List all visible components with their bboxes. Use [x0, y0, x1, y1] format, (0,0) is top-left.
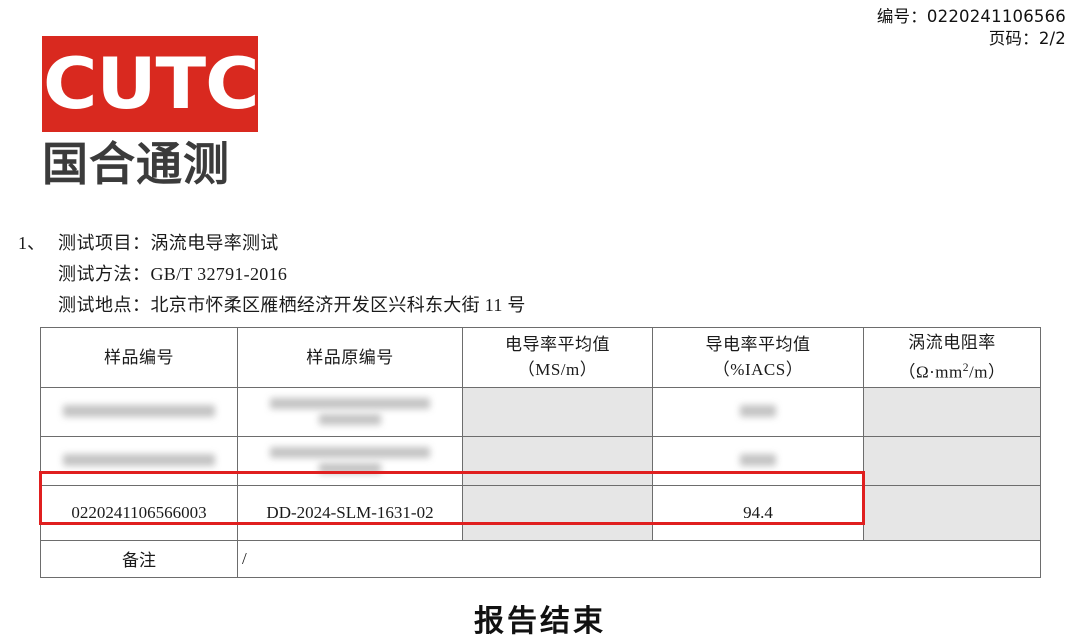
- test-results-table: 样品编号 样品原编号 电导率平均值 （MS/m） 导电率平均值 （%IACS） …: [40, 327, 1041, 578]
- redacted-content: [242, 398, 458, 426]
- test-project-line: 1、 测试项目： 涡流电导率测试: [18, 228, 526, 259]
- redacted-content: [63, 453, 215, 466]
- header-resistivity-unit-suffix: /m）: [969, 362, 1006, 382]
- header-resistivity-unit-exponent: 2: [962, 361, 970, 374]
- redacted-line: [270, 398, 430, 410]
- company-logo: CUTC 国合通测: [42, 36, 260, 191]
- logo-acronym: CUTC: [43, 43, 260, 125]
- header-original-id-title: 样品原编号: [306, 347, 394, 367]
- table-row-highlighted: 0220241106566003 DD-2024-SLM-1631-02 94.…: [40, 484, 1041, 541]
- cell-conductivity-ms: [462, 386, 653, 437]
- note-value: /: [237, 539, 1041, 578]
- table-row: [40, 386, 1041, 437]
- test-location-value: 北京市怀柔区雁栖经济开发区兴科东大街 11 号: [150, 295, 526, 315]
- redacted-content: [740, 453, 776, 466]
- cell-original-id: DD-2024-SLM-1631-02: [237, 484, 463, 541]
- list-marker: 1、: [18, 233, 45, 253]
- cell-sample-id: [40, 435, 238, 486]
- header-conductivity-ms: 电导率平均值 （MS/m）: [462, 327, 653, 388]
- test-project-label: 测试项目：: [58, 233, 151, 253]
- test-method-value: GB/T 32791-2016: [150, 264, 288, 284]
- test-method-label: 测试方法：: [58, 264, 151, 284]
- table-row-note: 备注 /: [40, 539, 1041, 578]
- table-header-row: 样品编号 样品原编号 电导率平均值 （MS/m） 导电率平均值 （%IACS） …: [40, 327, 1041, 388]
- line-indent-spacer-2: [18, 290, 58, 321]
- header-original-id: 样品原编号: [237, 327, 463, 388]
- test-method-line: 测试方法： GB/T 32791-2016: [18, 259, 526, 290]
- header-conductivity-ms-title: 电导率平均值: [505, 335, 610, 355]
- cell-resistivity: [863, 484, 1041, 541]
- cell-conductivity-iacs: [652, 435, 864, 486]
- cell-conductivity-ms: [462, 435, 653, 486]
- redacted-content: [740, 404, 776, 417]
- test-location-line: 测试地点： 北京市怀柔区雁栖经济开发区兴科东大街 11 号: [18, 290, 526, 321]
- header-sample-id: 样品编号: [40, 327, 238, 388]
- redacted-content: [63, 404, 215, 417]
- cell-conductivity-iacs: [652, 386, 864, 437]
- cell-resistivity: [863, 435, 1041, 486]
- report-end-text: 报告结束: [474, 605, 606, 638]
- header-conductivity-iacs-unit: （%IACS）: [712, 360, 804, 380]
- cell-conductivity-ms: [462, 484, 653, 541]
- header-resistivity-unit-prefix: （Ω·mm: [898, 362, 963, 382]
- header-conductivity-iacs: 导电率平均值 （%IACS）: [652, 327, 864, 388]
- line-indent-spacer: [18, 259, 58, 290]
- redacted-line: [319, 414, 381, 426]
- logo-mark-box: CUTC: [42, 36, 260, 132]
- note-label: 备注: [40, 539, 238, 578]
- test-info-block: 1、 测试项目： 涡流电导率测试 测试方法： GB/T 32791-2016 测…: [18, 228, 526, 321]
- cell-sample-id: [40, 386, 238, 437]
- header-conductivity-ms-unit: （MS/m）: [517, 360, 598, 380]
- redacted-line: [319, 463, 381, 475]
- redacted-line: [270, 447, 430, 459]
- cell-resistivity: [863, 386, 1041, 437]
- table-row: [40, 435, 1041, 486]
- header-resistivity-title: 涡流电阻率: [908, 333, 996, 352]
- cell-original-id: [237, 435, 463, 486]
- page-number: 页码：2/2: [988, 29, 1066, 49]
- header-sample-id-title: 样品编号: [104, 347, 174, 367]
- cell-conductivity-iacs: 94.4: [652, 484, 864, 541]
- test-project-value: 涡流电导率测试: [150, 233, 279, 253]
- header-conductivity-iacs-title: 导电率平均值: [705, 335, 811, 355]
- cell-sample-id: 0220241106566003: [40, 484, 238, 541]
- redacted-content: [242, 447, 458, 475]
- cell-original-id: [237, 386, 463, 437]
- logo-company-name: 国合通测: [42, 137, 230, 191]
- document-number: 编号：0220241106566: [876, 7, 1066, 26]
- document-header-meta: 编号：0220241106566 页码：2/2: [877, 6, 1066, 51]
- test-location-label: 测试地点：: [58, 295, 151, 315]
- header-resistivity-unit: （Ω·mm2/m）: [868, 355, 1036, 385]
- header-resistivity: 涡流电阻率 （Ω·mm2/m）: [863, 327, 1041, 388]
